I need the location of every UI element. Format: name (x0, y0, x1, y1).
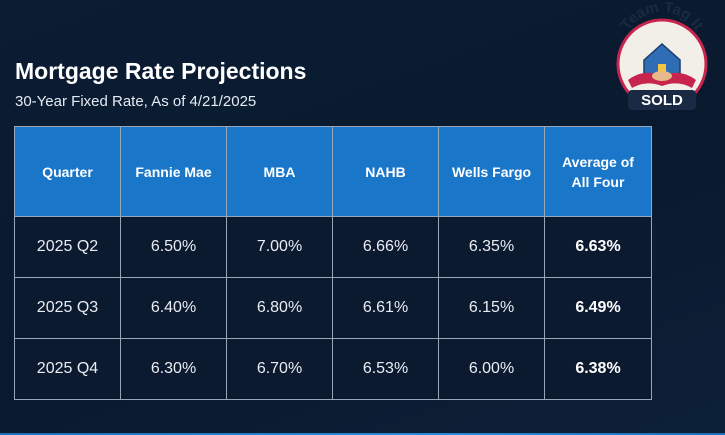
table-cell: 2025 Q4 (14, 338, 121, 400)
team-tag-it-logo: Team Tag It SOLD (616, 2, 708, 110)
average-cell: 6.49% (544, 277, 652, 339)
table-cell: 6.40% (120, 277, 227, 339)
table-header-row: Quarter Fannie Mae MBA NAHB Wells Fargo … (14, 126, 652, 217)
table-cell: 2025 Q2 (14, 216, 121, 278)
average-cell: 6.38% (544, 338, 652, 400)
rate-table-container: Quarter Fannie Mae MBA NAHB Wells Fargo … (14, 126, 652, 400)
table-cell: 6.30% (120, 338, 227, 400)
table-cell: 6.50% (120, 216, 227, 278)
page-subtitle: 30-Year Fixed Rate, As of 4/21/2025 (15, 93, 257, 110)
bottom-accent-line (0, 433, 725, 435)
table-cell: 6.61% (332, 277, 439, 339)
column-header: NAHB (332, 126, 439, 217)
logo-sold-badge: SOLD (641, 92, 683, 109)
table-cell: 2025 Q3 (14, 277, 121, 339)
table-cell: 7.00% (226, 216, 333, 278)
column-header: Fannie Mae (120, 126, 227, 217)
rate-table: Quarter Fannie Mae MBA NAHB Wells Fargo … (14, 126, 652, 400)
column-header: Quarter (14, 126, 121, 217)
column-header: Average of All Four (544, 126, 652, 217)
average-cell: 6.63% (544, 216, 652, 278)
table-row: 2025 Q3 6.40% 6.80% 6.61% 6.15% 6.49% (14, 277, 652, 339)
column-header: MBA (226, 126, 333, 217)
table-row: 2025 Q2 6.50% 7.00% 6.66% 6.35% 6.63% (14, 216, 652, 278)
column-header: Wells Fargo (438, 126, 545, 217)
page-title: Mortgage Rate Projections (15, 58, 307, 84)
table-cell: 6.35% (438, 216, 545, 278)
table-cell: 6.80% (226, 277, 333, 339)
table-cell: 6.66% (332, 216, 439, 278)
table-cell: 6.00% (438, 338, 545, 400)
table-cell: 6.15% (438, 277, 545, 339)
table-row: 2025 Q4 6.30% 6.70% 6.53% 6.00% 6.38% (14, 338, 652, 400)
table-cell: 6.70% (226, 338, 333, 400)
table-cell: 6.53% (332, 338, 439, 400)
